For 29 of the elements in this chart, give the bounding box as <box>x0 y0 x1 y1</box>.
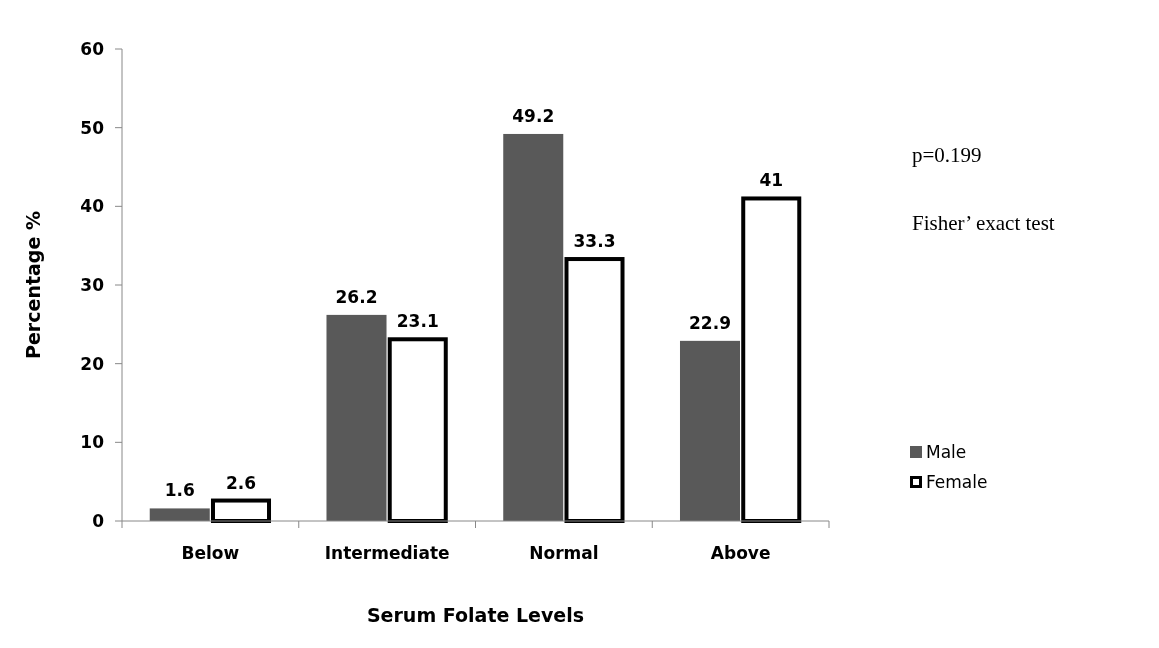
data-label: 23.1 <box>396 311 439 332</box>
data-label: 33.3 <box>573 231 616 252</box>
x-tick-label: Normal <box>529 543 599 563</box>
data-label: 22.9 <box>689 312 731 333</box>
legend-label: Female <box>926 471 988 492</box>
y-axis-title: Percentage % <box>22 211 44 359</box>
text: Fisher’ exact test <box>912 211 1055 235</box>
data-label: 1.6 <box>164 480 195 501</box>
data-label: 26.2 <box>335 286 378 307</box>
y-tick-label: 30 <box>80 274 105 295</box>
data-label: 41 <box>759 170 784 191</box>
y-tick-label: 60 <box>80 38 105 59</box>
bar <box>679 340 741 521</box>
y-tick-label: 0 <box>92 510 105 531</box>
x-axis-title: Serum Folate Levels <box>366 604 585 626</box>
text: p=0.199 <box>912 143 982 167</box>
x-tick-label: Above <box>710 543 771 563</box>
y-tick-label: 10 <box>80 432 105 453</box>
data-label: 2.6 <box>225 472 257 493</box>
data-label: 49.2 <box>512 105 555 126</box>
x-tick-label: Intermediate <box>324 543 450 563</box>
bar <box>149 508 210 521</box>
y-tick-label: 50 <box>80 117 105 138</box>
bar <box>326 314 387 521</box>
bar <box>503 133 564 521</box>
x-tick-label: Below <box>181 543 240 563</box>
y-tick-label: 20 <box>80 353 105 374</box>
legend-label: Male <box>926 441 967 462</box>
y-tick-label: 40 <box>80 196 105 217</box>
